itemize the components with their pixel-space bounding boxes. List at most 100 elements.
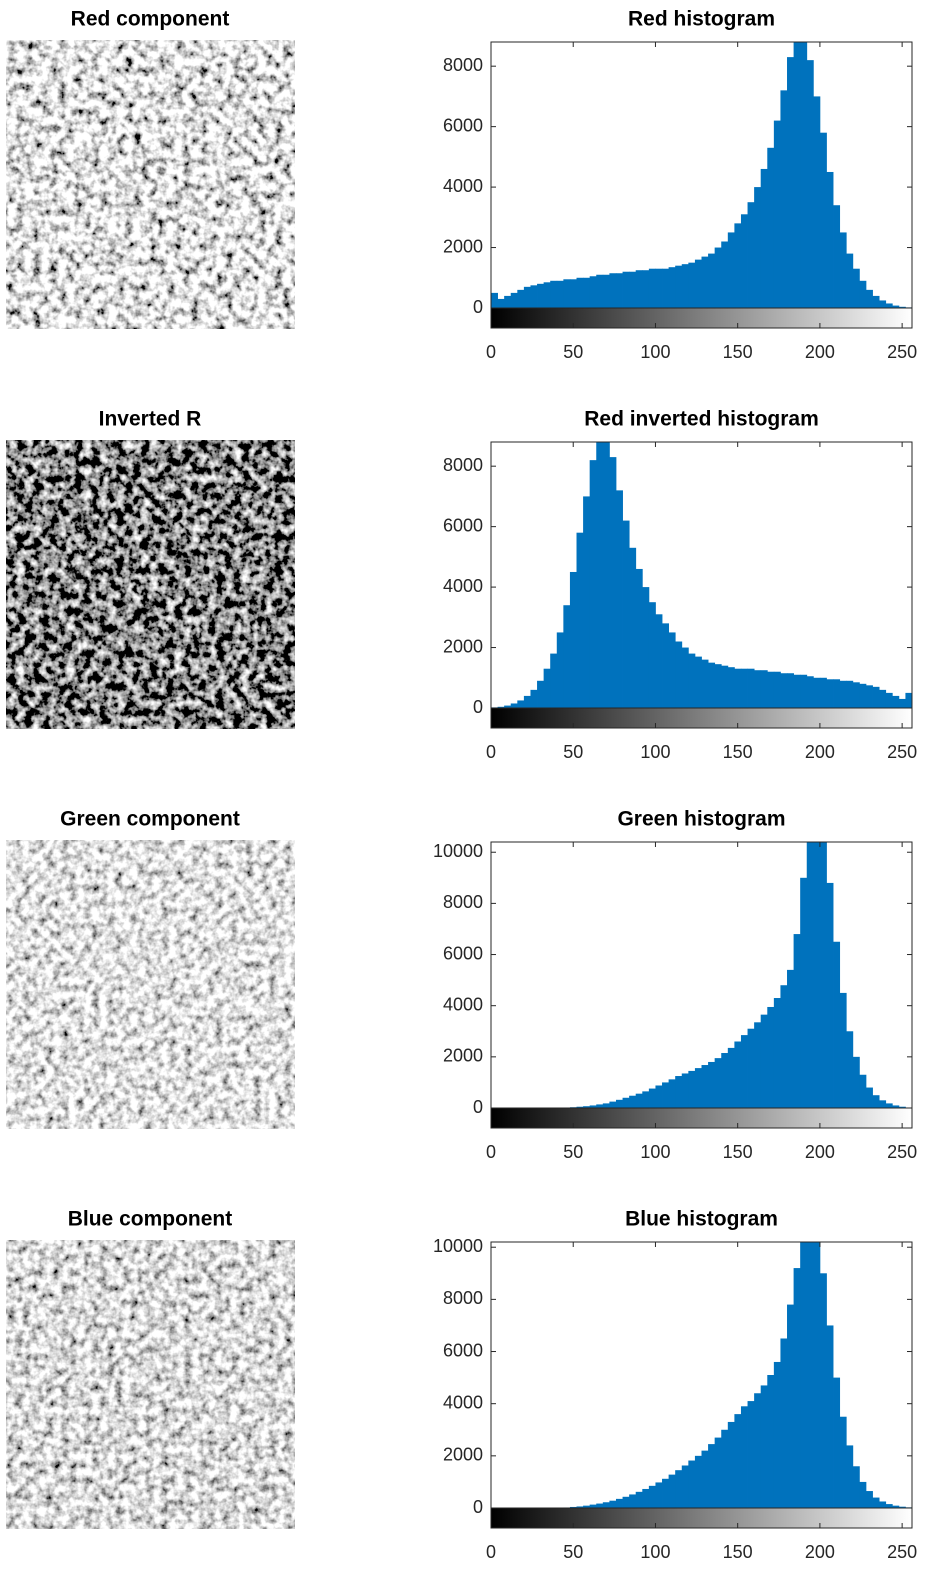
- histogram-bar: [819, 842, 827, 1108]
- histogram-bar: [642, 1091, 650, 1108]
- y-tick-label: 0: [473, 697, 483, 717]
- histogram-bar: [879, 1501, 887, 1508]
- x-tick-label: 100: [640, 742, 670, 762]
- histogram-bar: [879, 689, 887, 708]
- histogram-bar: [635, 568, 643, 708]
- histogram-bar: [839, 1416, 847, 1508]
- histogram-bar: [787, 673, 794, 708]
- chart-title: Red histogram: [628, 8, 775, 31]
- histogram-bar: [872, 1497, 880, 1508]
- y-tick-label: 6000: [443, 1340, 483, 1360]
- histogram-bar: [675, 265, 683, 308]
- colorbar: [490, 1107, 913, 1129]
- histogram-bar: [701, 256, 709, 308]
- histogram-bar: [668, 632, 676, 708]
- x-tick-label: 200: [805, 742, 835, 762]
- histogram-bar: [543, 282, 551, 308]
- histogram-bar: [675, 641, 683, 708]
- histogram-bar: [655, 1085, 663, 1108]
- histogram-bar: [787, 1304, 794, 1508]
- image: [6, 1240, 295, 1529]
- histogram-bar: [655, 614, 663, 708]
- histogram-bar: [846, 1031, 854, 1108]
- histogram-bar: [773, 120, 781, 308]
- histogram-bar: [865, 685, 873, 708]
- histogram-bar: [734, 1414, 742, 1508]
- y-tick-label: 2000: [443, 236, 483, 256]
- histogram-bar: [727, 232, 735, 308]
- histogram-bar: [569, 1506, 577, 1508]
- histogram-bar: [510, 292, 518, 308]
- histogram-bar: [497, 706, 505, 708]
- histogram-bar: [787, 969, 794, 1108]
- histogram-bar: [773, 998, 781, 1108]
- histogram-bar: [754, 187, 762, 308]
- histogram-bar: [885, 1504, 893, 1508]
- histogram-bar: [504, 705, 512, 708]
- histogram-bar: [780, 673, 788, 708]
- histogram-bar: [550, 280, 558, 308]
- histogram-bar: [819, 677, 827, 708]
- histogram-bar: [681, 647, 689, 708]
- histogram-bar: [800, 1242, 808, 1508]
- histogram-bar: [576, 1106, 584, 1108]
- y-tick-label: 10000: [433, 841, 483, 861]
- histogram-bar: [537, 680, 545, 708]
- histogram-bar: [602, 274, 610, 308]
- histogram-bar: [556, 280, 564, 308]
- y-tick-label: 6000: [443, 115, 483, 135]
- histogram-bar: [773, 1361, 781, 1508]
- histogram-bar: [787, 57, 794, 309]
- histogram-bar: [543, 668, 551, 708]
- histogram-bar: [740, 668, 748, 708]
- histogram-bar: [846, 680, 854, 708]
- histogram-bar: [589, 276, 597, 308]
- histogram-bar: [859, 1481, 867, 1508]
- y-tick-label: 6000: [443, 515, 483, 535]
- histogram-bar: [754, 670, 762, 708]
- histogram-bar: [819, 1273, 827, 1508]
- histogram-bar: [793, 674, 801, 708]
- histogram-bar: [806, 60, 814, 308]
- histogram-bar: [662, 623, 670, 708]
- histogram-bar: [668, 1079, 676, 1108]
- x-tick-label: 50: [563, 742, 583, 762]
- histogram-bar: [675, 1470, 683, 1508]
- histogram-bar: [740, 214, 748, 308]
- histogram-bar: [596, 1104, 604, 1108]
- histogram-bar: [747, 202, 755, 308]
- histogram-bar: [694, 1455, 702, 1508]
- histogram-bar: [583, 1106, 591, 1108]
- histogram-bar: [767, 147, 775, 308]
- y-tick-label: 4000: [443, 576, 483, 596]
- histogram-bar: [497, 298, 505, 308]
- histogram-bar: [734, 668, 742, 708]
- histogram-bar: [767, 671, 775, 708]
- image-title: Green component: [60, 808, 240, 831]
- histogram-bar: [662, 1082, 670, 1108]
- image-title: Red component: [71, 8, 230, 31]
- histogram-bar: [589, 1105, 597, 1108]
- histogram-bar: [780, 90, 788, 308]
- histogram-bar: [635, 1491, 643, 1508]
- x-tick-label: 150: [723, 1142, 753, 1162]
- histogram-bar: [609, 1101, 617, 1108]
- histogram-bar: [839, 232, 847, 308]
- histogram-bar: [504, 295, 512, 308]
- histogram-bar: [905, 692, 913, 708]
- histogram-bar: [701, 659, 709, 708]
- histogram-bar: [576, 277, 584, 308]
- histogram-bar: [714, 664, 722, 708]
- histogram-bar: [556, 632, 564, 708]
- histogram-bar: [708, 1061, 716, 1108]
- histogram-bar: [800, 42, 808, 308]
- histogram-bar: [635, 1093, 643, 1108]
- histogram-bar: [721, 241, 729, 308]
- histogram-bar: [793, 934, 801, 1108]
- histogram-bar: [668, 267, 676, 308]
- histogram-bar: [563, 279, 571, 308]
- x-tick-label: 200: [805, 1142, 835, 1162]
- histogram-bar: [793, 1268, 801, 1508]
- colorbar: [490, 307, 913, 329]
